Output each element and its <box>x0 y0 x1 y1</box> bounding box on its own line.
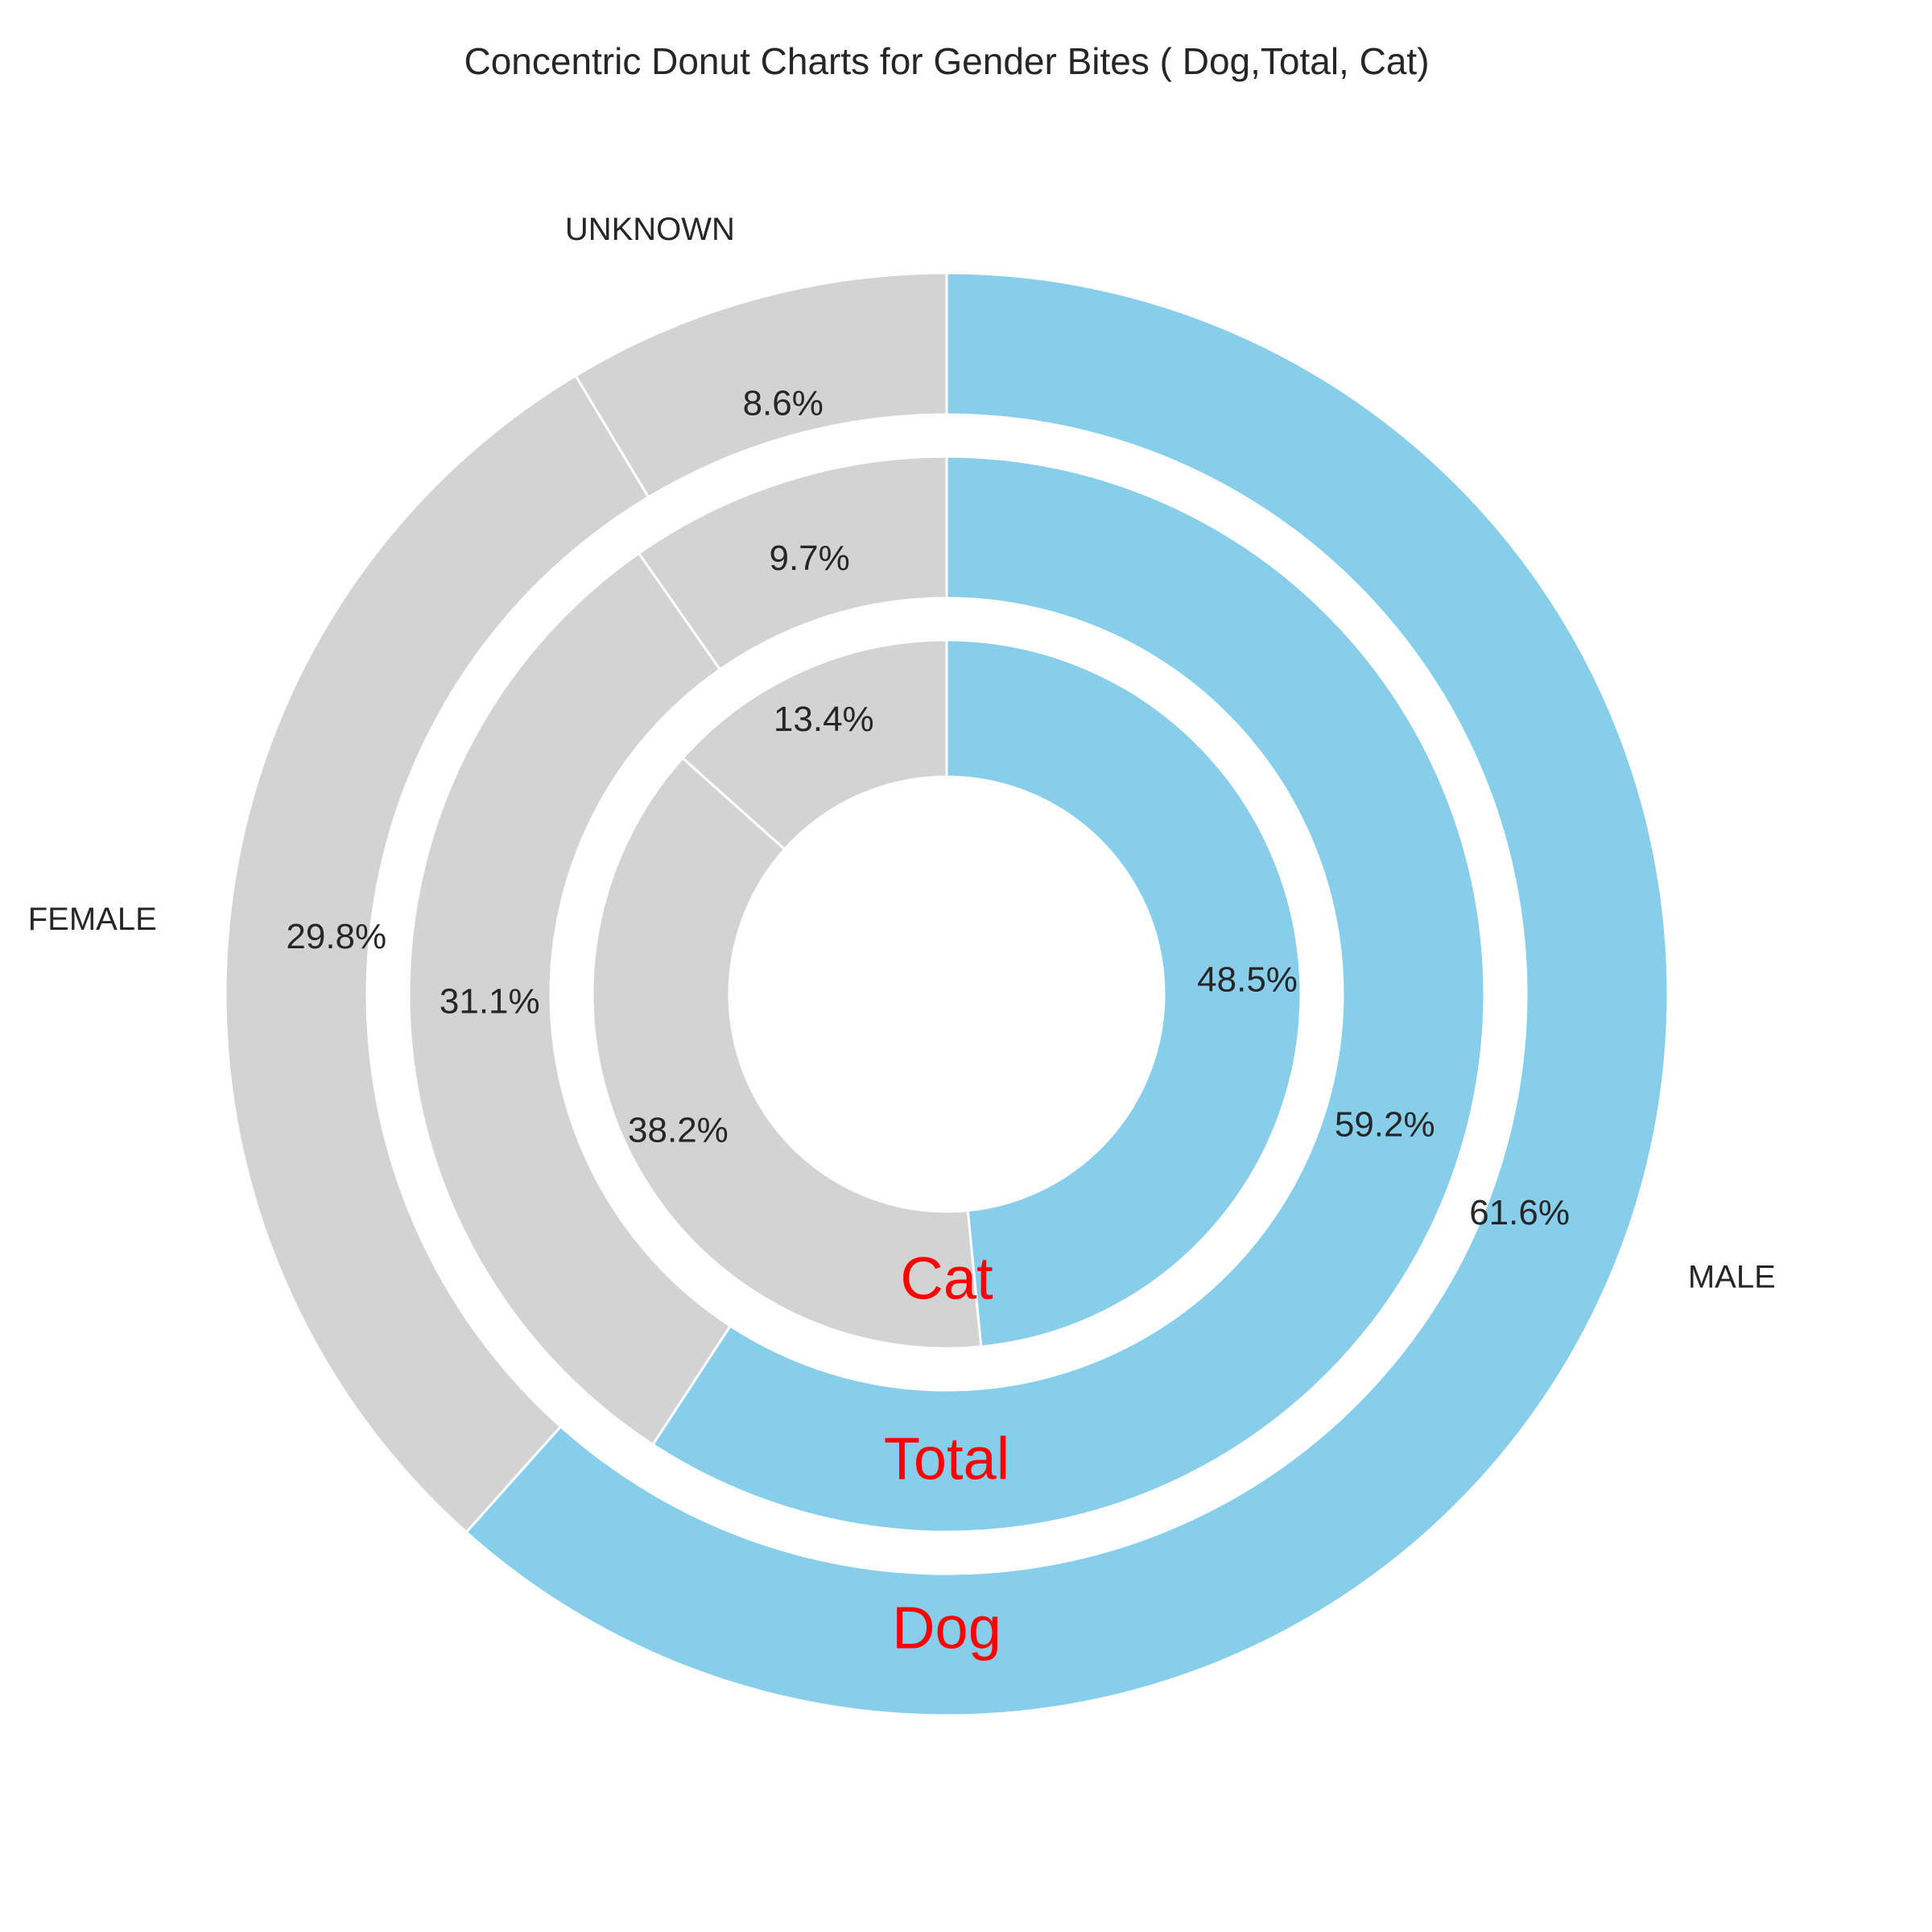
pct-label-dog-male: 61.6% <box>1469 1193 1570 1232</box>
wedge-cat-female <box>591 756 983 1350</box>
wedge-dog-female <box>224 374 650 1534</box>
rings-group <box>224 271 1670 1717</box>
pct-label-total-male: 59.2% <box>1335 1104 1435 1144</box>
wedge-cat-unknown <box>680 638 948 852</box>
wedge-total-male <box>650 455 1486 1534</box>
pct-label-total-female: 31.1% <box>440 981 540 1021</box>
wedge-dog-unknown <box>574 271 948 499</box>
wedge-cat-male <box>945 638 1302 1348</box>
category-label-unknown: UNKNOWN <box>565 212 735 247</box>
pct-label-dog-unknown: 8.6% <box>743 384 824 423</box>
pct-label-total-unknown: 9.7% <box>769 539 849 578</box>
wedge-total-unknown <box>637 455 948 671</box>
pct-label-cat-male: 48.5% <box>1197 960 1298 999</box>
pct-label-cat-female: 38.2% <box>628 1111 729 1150</box>
wedge-total-female <box>407 551 733 1447</box>
wedge-dog-male <box>464 271 1670 1717</box>
category-label-male: MALE <box>1688 1259 1776 1294</box>
labels-group: 61.6% MALE 29.8% FEMALE 8.6% UNKNOWN Dog 59.2% 3… <box>28 212 1776 1661</box>
category-label-female: FEMALE <box>28 902 157 937</box>
pct-label-dog-female: 29.8% <box>286 917 386 956</box>
ring-label-total: Total <box>884 1426 1009 1492</box>
pct-label-cat-unknown: 13.4% <box>774 700 874 739</box>
chart-title: Concentric Donut Charts for Gender Bites… <box>464 40 1429 82</box>
ring-label-cat: Cat <box>900 1245 993 1312</box>
ring-label-dog: Dog <box>892 1595 1001 1662</box>
